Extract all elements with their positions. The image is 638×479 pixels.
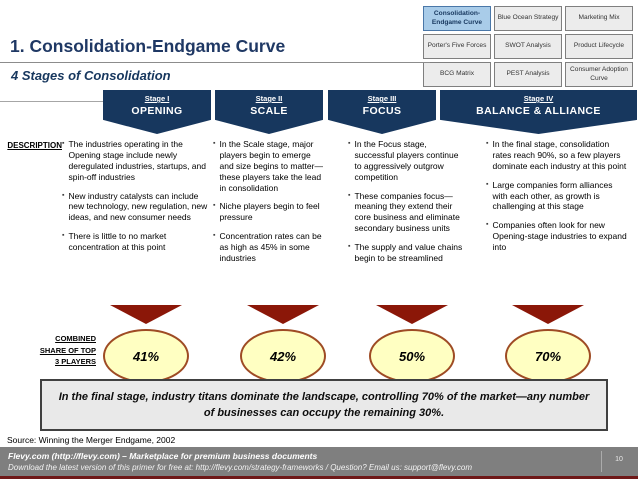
callout-text: In the final stage, industry titans domi… (58, 390, 590, 420)
list-item: ▪ In the Scale stage, major players begin… (213, 139, 323, 193)
bullet-icon: ▪ (213, 202, 216, 210)
nav-cell-pest-analysis[interactable]: PEST Analysis (494, 62, 562, 87)
arrow-down-icon (110, 305, 182, 324)
list-item: ▪ These companies focus—meaning they exte… (348, 190, 460, 234)
stage-number: Stage I (144, 94, 170, 103)
combined-share-row-label: COMBINED SHARE OF TOP 3 PLAYERS (39, 334, 96, 367)
stage-number: Stage IV (523, 94, 554, 103)
key-takeaway-callout: In the final stage, industry titans domi… (40, 379, 608, 431)
list-item: ▪ Niche players begin to feel pressure (213, 201, 320, 223)
share-value-opening: 41% (103, 329, 189, 383)
list-item: ▪ In the Focus stage, successful players … (348, 139, 459, 182)
stage-balance-alliance-description: ▪ In the final stage, consolidation rates… (486, 139, 629, 261)
nav-cell-consolidation-endgame-curve[interactable]: Consolidation-Endgame Curve (423, 6, 491, 31)
nav-cell-blue-ocean-strategy[interactable]: Blue Ocean Strategy (494, 6, 562, 31)
bullet-icon: ▪ (62, 232, 65, 240)
stage-number: Stage III (367, 94, 397, 103)
footer-brand-line: Flevy.com (http://flevy.com) – Marketpla… (8, 451, 318, 461)
stage-opening-description: ▪ The industries operating in the Opening… (62, 139, 209, 261)
stage-banner-balance-alliance: Stage IV BALANCE & ALLIANCE (440, 90, 637, 134)
stage-banner-opening: Stage I OPENING (103, 90, 211, 134)
nav-cell-bcg-matrix[interactable]: BCG Matrix (423, 62, 491, 87)
list-item: ▪ New industry catalysts can include new … (62, 190, 208, 223)
page-title: 1. Consolidation-Endgame Curve (10, 36, 286, 56)
list-item: ▪ There is little to no market concentrat… (62, 231, 167, 252)
description-row-label: DESCRIPTION (7, 141, 62, 150)
nav-cell-swot-analysis[interactable]: SWOT Analysis (494, 34, 562, 59)
axis-connector-line (0, 101, 104, 102)
arrow-down-icon (376, 305, 448, 324)
nav-cell-product-lifecycle[interactable]: Product Lifecycle (565, 34, 633, 59)
bullet-icon: ▪ (486, 221, 489, 229)
list-item: ▪ Companies often look for new Opening-st… (486, 220, 627, 252)
list-item: ▪ The industries operating in the Opening… (62, 139, 206, 182)
stage-focus-description: ▪ In the Focus stage, successful players … (348, 139, 463, 272)
stage-name: SCALE (250, 105, 288, 117)
stage-name: FOCUS (362, 105, 402, 117)
bullet-icon: ▪ (213, 232, 216, 240)
title-divider (0, 62, 430, 63)
list-item: ▪ In the final stage, consolidation rates… (486, 139, 627, 171)
bottom-accent-strip (0, 476, 638, 479)
framework-nav-grid: Consolidation-Endgame Curve Blue Ocean S… (423, 6, 637, 87)
bullet-icon: ▪ (486, 140, 489, 147)
list-item: ▪ Concentration rates can be as high as 4… (213, 231, 322, 263)
bullet-icon: ▪ (348, 140, 351, 147)
stage-name: OPENING (131, 105, 183, 117)
footer-divider (601, 451, 602, 472)
stage-banner-focus: Stage III FOCUS (328, 90, 436, 134)
page-subtitle: 4 Stages of Consolidation (11, 68, 171, 83)
stage-banner-scale: Stage II SCALE (215, 90, 323, 134)
arrow-down-icon (247, 305, 319, 324)
bullet-icon: ▪ (62, 191, 65, 199)
arrow-down-icon (512, 305, 584, 324)
page-number: 10 (615, 456, 623, 463)
nav-cell-marketing-mix[interactable]: Marketing Mix (565, 6, 633, 31)
nav-cell-consumer-adoption-curve[interactable]: Consumer Adoption Curve (565, 62, 633, 87)
stage-name: BALANCE & ALLIANCE (476, 105, 601, 117)
stage-number: Stage II (255, 94, 283, 103)
footer-download-line: Download the latest version of this prim… (8, 463, 473, 472)
bullet-icon: ▪ (348, 243, 351, 250)
bullet-icon: ▪ (62, 140, 65, 147)
nav-cell-porters-five-forces[interactable]: Porter's Five Forces (423, 34, 491, 59)
source-citation: Source: Winning the Merger Endgame, 2002 (7, 435, 176, 445)
share-value-scale: 42% (240, 329, 326, 383)
stage-scale-description: ▪ In the Scale stage, major players begin… (213, 139, 326, 272)
bullet-icon: ▪ (348, 191, 351, 199)
list-item: ▪ The supply and value chains begin to be… (348, 242, 463, 263)
bullet-icon: ▪ (213, 140, 216, 147)
list-item: ▪ Large companies form alliances with eac… (486, 179, 613, 212)
bullet-icon: ▪ (486, 180, 489, 188)
footer-bar: Flevy.com (http://flevy.com) – Marketpla… (0, 447, 638, 476)
share-value-balance-alliance: 70% (505, 329, 591, 383)
share-value-focus: 50% (369, 329, 455, 383)
